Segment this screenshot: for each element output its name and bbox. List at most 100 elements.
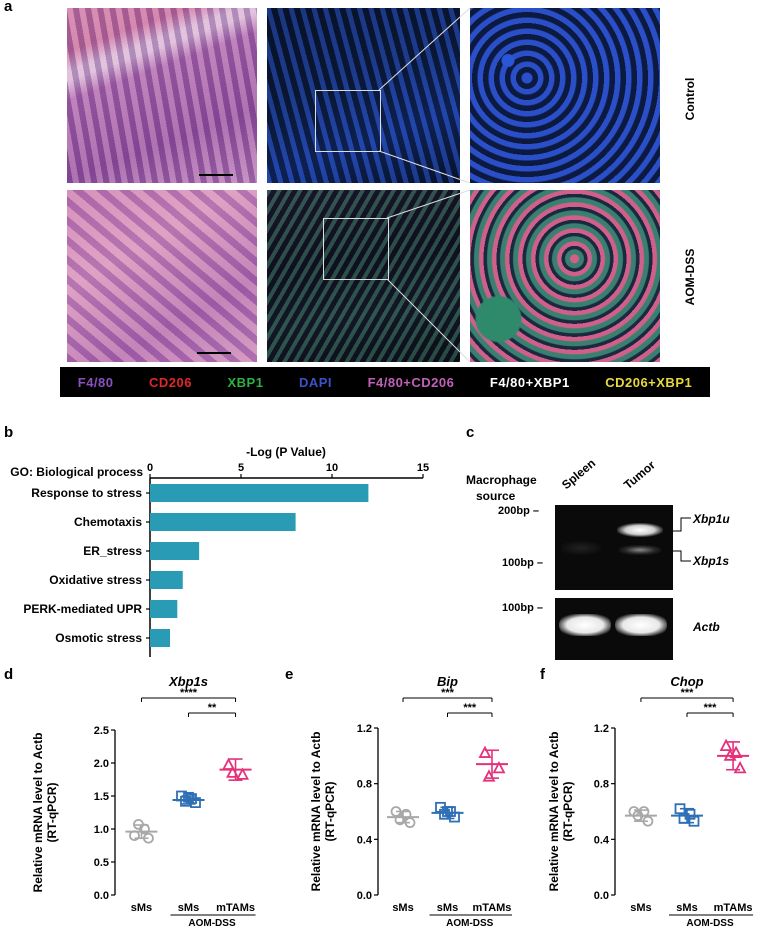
data-point	[638, 806, 650, 817]
if-control-image	[267, 8, 460, 183]
sig-label: ***	[463, 702, 477, 714]
data-point	[394, 814, 406, 826]
x-tick-label: 10	[326, 462, 338, 474]
legend-cd206-xbp1: CD206+XBP1	[605, 374, 693, 390]
data-point	[226, 765, 240, 778]
source-label: Macrophage source	[466, 472, 537, 504]
he-aomdss-image	[67, 190, 257, 362]
y-tick-label: 1.0	[94, 824, 109, 836]
bar	[150, 600, 178, 618]
x-tick-label: 15	[417, 462, 429, 474]
category-label: ER_stress	[83, 544, 142, 558]
category-label: sMs	[437, 902, 458, 914]
source-label-line2: source	[476, 489, 516, 503]
panel-a-label: a	[4, 0, 13, 15]
data-point	[439, 808, 450, 820]
y-tick-label: 0.4	[594, 834, 610, 846]
category-label: sMs	[676, 902, 697, 914]
legend-dapi: DAPI	[298, 374, 333, 390]
category-label: PERK-mediated UPR	[23, 602, 142, 616]
data-point	[719, 738, 733, 751]
legend-f480: F4/80	[77, 374, 114, 390]
marker-100bp-bottom: 100bp –	[502, 602, 543, 614]
y-axis-label-line1: Relative mRNA level to Actb	[547, 732, 561, 892]
bar	[150, 629, 171, 647]
sig-label: ****	[180, 687, 198, 699]
data-point	[729, 745, 743, 758]
channel-legend: F4/80 CD206 XBP1 DAPI F4/80+CD206 F4/80+…	[60, 367, 710, 397]
y-tick-label: 0.4	[357, 834, 373, 846]
category-header: GO: Biological process	[10, 465, 143, 479]
lane-spleen: Spleen	[559, 455, 599, 492]
chop-scatter-chart: Chop Relative mRNA level to Actb (RT-qPCR)…	[547, 674, 754, 929]
data-point	[186, 793, 197, 805]
data-point	[442, 806, 453, 817]
y-tick-label: 0.0	[594, 890, 609, 902]
band-xbp1s	[619, 545, 661, 555]
category-label: sMs	[178, 902, 199, 914]
chart-title: Chop	[670, 674, 703, 689]
sig-label: **	[208, 702, 217, 714]
gel-top	[555, 505, 673, 590]
y-tick-label: 0.0	[357, 890, 372, 902]
y-axis-label-line2: (RT-qPCR)	[323, 782, 337, 842]
xbp1s-scatter-chart: Xbp1s Relative mRNA level to Actb (RT-qPCR…	[31, 674, 256, 929]
zoom-box	[323, 218, 389, 280]
legend-xbp1: XBP1	[227, 374, 264, 390]
zoom-box	[315, 90, 381, 152]
category-label: sMs	[392, 902, 413, 914]
category-label: Chemotaxis	[74, 515, 142, 529]
y-tick-label: 0.5	[94, 857, 109, 869]
y-tick-label: 1.2	[594, 723, 609, 735]
data-point	[390, 806, 402, 817]
group-label: AOM-DSS	[188, 918, 236, 929]
zoom-aomdss-image	[470, 190, 660, 362]
y-axis-label-line2: (RT-qPCR)	[561, 782, 575, 842]
data-point	[492, 760, 506, 774]
y-tick-label: 0.0	[94, 890, 109, 902]
category-label: Oxidative stress	[49, 573, 142, 587]
panel-b-label: b	[4, 424, 14, 441]
band-xbp1u	[617, 523, 663, 537]
data-point	[222, 757, 236, 770]
category-label: mTAMs	[473, 902, 512, 914]
legend-f480-cd206: F4/80+CD206	[367, 374, 455, 390]
marker-100bp-top-text: 100bp	[502, 557, 534, 569]
category-label: mTAMs	[714, 902, 753, 914]
panel-f-label: f	[540, 666, 545, 683]
band-spleen-faint	[561, 541, 601, 555]
data-point	[183, 791, 194, 803]
category-label: sMs	[131, 902, 152, 914]
he-control-image	[67, 8, 257, 183]
data-point	[400, 808, 412, 820]
y-axis-label: Relative mRNA level to Actb (RT-qPCR)	[31, 733, 59, 893]
category-label: mTAMs	[216, 902, 255, 914]
y-axis-label-line2: (RT-qPCR)	[45, 783, 59, 843]
data-point	[404, 817, 416, 829]
category-label: Osmotic stress	[55, 631, 142, 645]
band-actb-spleen	[559, 614, 611, 636]
chart-title: -Log (P Value)	[246, 445, 326, 459]
y-axis-label: Relative mRNA level to Actb (RT-qPCR)	[547, 732, 575, 892]
chart-title: Xbp1s	[168, 674, 208, 689]
marker-100bp-top: 100bp –	[502, 557, 543, 569]
go-bar-chart: -Log (P Value) GO: Biological process 0 5…	[10, 445, 429, 657]
data-point	[143, 832, 154, 844]
data-point	[733, 760, 747, 774]
legend-f480-xbp1: F4/80+XBP1	[489, 374, 570, 390]
y-tick-label: 1.5	[94, 791, 109, 803]
bar	[150, 571, 183, 589]
panel-c-label: c	[466, 424, 475, 441]
if-aomdss-image	[267, 190, 460, 362]
band-pointers	[673, 517, 691, 562]
marker-200bp-text: 200bp	[498, 505, 530, 517]
zoom-control-image	[470, 8, 660, 183]
legend-cd206: CD206	[149, 374, 192, 390]
source-label-line1: Macrophage	[466, 473, 537, 487]
y-axis-label: Relative mRNA level to Actb (RT-qPCR)	[309, 732, 337, 892]
data-point	[684, 808, 696, 820]
sig-label: ***	[704, 702, 718, 714]
data-point	[129, 830, 140, 842]
scale-bar	[199, 174, 233, 176]
band-actb-tumor	[615, 614, 667, 636]
